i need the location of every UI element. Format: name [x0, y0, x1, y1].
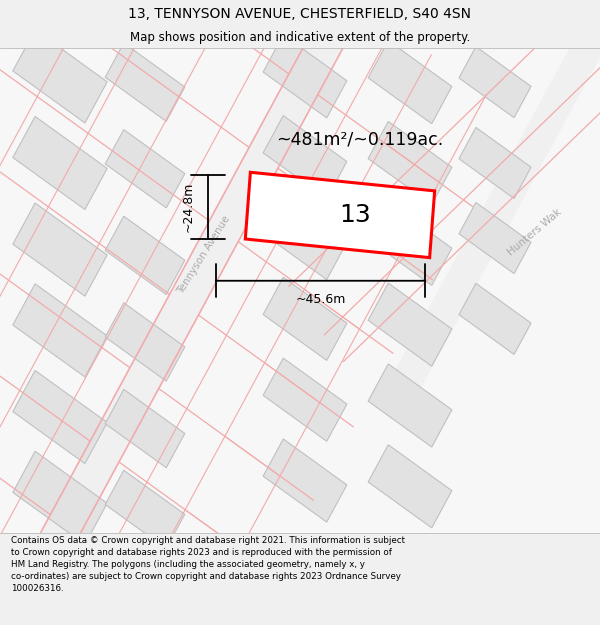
Polygon shape [13, 203, 107, 296]
Polygon shape [459, 127, 531, 199]
Polygon shape [13, 284, 107, 377]
Polygon shape [263, 278, 347, 361]
Polygon shape [263, 439, 347, 522]
Polygon shape [263, 196, 347, 279]
Polygon shape [263, 116, 347, 199]
Polygon shape [368, 202, 452, 286]
Polygon shape [368, 364, 452, 447]
Polygon shape [245, 173, 434, 258]
Text: Hunters Wak: Hunters Wak [506, 207, 564, 258]
Polygon shape [105, 43, 185, 121]
Polygon shape [380, 0, 600, 417]
Polygon shape [459, 47, 531, 118]
Text: Tennyson Avenue: Tennyson Avenue [176, 214, 232, 296]
Polygon shape [13, 116, 107, 209]
Polygon shape [105, 129, 185, 208]
Text: ~45.6m: ~45.6m [295, 292, 346, 306]
Polygon shape [105, 470, 185, 549]
Polygon shape [0, 0, 418, 625]
Polygon shape [459, 283, 531, 354]
Polygon shape [13, 451, 107, 544]
Text: 13, TENNYSON AVENUE, CHESTERFIELD, S40 4SN: 13, TENNYSON AVENUE, CHESTERFIELD, S40 4… [128, 8, 472, 21]
Text: 13: 13 [339, 203, 371, 227]
Polygon shape [368, 283, 452, 366]
Polygon shape [263, 358, 347, 441]
Polygon shape [105, 216, 185, 294]
Polygon shape [368, 41, 452, 124]
Polygon shape [263, 35, 347, 118]
Polygon shape [13, 30, 107, 123]
Polygon shape [105, 302, 185, 381]
Text: ~24.8m: ~24.8m [182, 182, 194, 232]
Polygon shape [459, 202, 531, 274]
Text: Map shows position and indicative extent of the property.: Map shows position and indicative extent… [130, 31, 470, 44]
Polygon shape [368, 445, 452, 528]
Text: Contains OS data © Crown copyright and database right 2021. This information is : Contains OS data © Crown copyright and d… [11, 536, 405, 593]
Polygon shape [13, 371, 107, 464]
Polygon shape [368, 121, 452, 204]
Text: ~481m²/~0.119ac.: ~481m²/~0.119ac. [277, 131, 443, 149]
Polygon shape [105, 389, 185, 468]
